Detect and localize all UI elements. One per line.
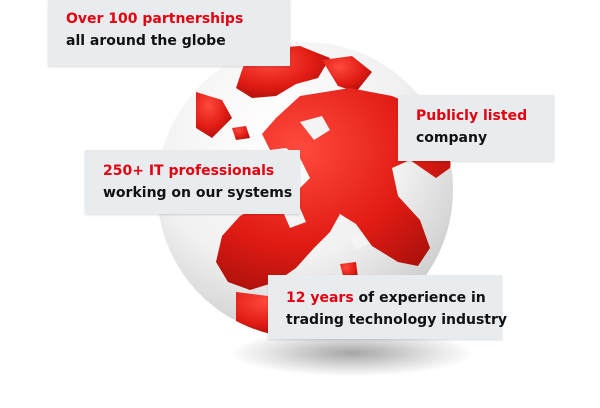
- publicly-listed-highlight: Publicly listed: [416, 108, 528, 124]
- experience-card: 12 years of experience in trading techno…: [268, 275, 507, 339]
- partnerships-highlight: Over 100 partnerships: [66, 11, 244, 27]
- experience-text-inline: of experience in: [353, 290, 486, 306]
- partnerships-card: Over 100 partnerships all around the glo…: [48, 0, 290, 66]
- it-professionals-text: working on our systems: [103, 185, 293, 201]
- it-professionals-card: 250+ IT professionals working on our sys…: [85, 150, 300, 214]
- experience-highlight: 12 years: [286, 290, 354, 306]
- it-professionals-highlight: 250+ IT professionals: [103, 163, 275, 179]
- partnerships-text: all around the globe: [66, 33, 226, 49]
- experience-text: trading technology industry: [286, 312, 508, 328]
- publicly-listed-card: Publicly listed company: [398, 95, 554, 161]
- publicly-listed-text: company: [416, 130, 488, 146]
